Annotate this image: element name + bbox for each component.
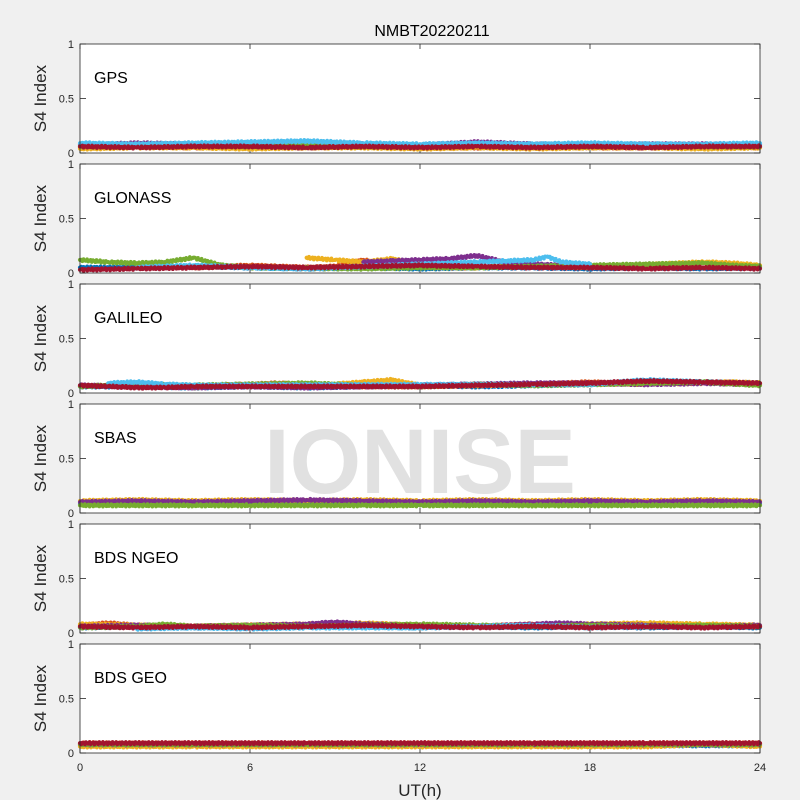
figure-title: NMBT20220211 — [374, 23, 489, 40]
y-tick-label: 1 — [68, 159, 74, 171]
axes-background — [80, 44, 760, 153]
y-tick-label: 1 — [68, 39, 74, 51]
panel-gps: 0 0.5 1 GPS S4 Index — [31, 39, 763, 160]
y-tick-label: 0.5 — [59, 94, 74, 106]
panel-label: GPS — [94, 70, 128, 87]
axes-background — [80, 164, 760, 273]
y-axis-label: S4 Index — [31, 64, 50, 132]
y-tick-label: 0.5 — [59, 214, 74, 226]
y-tick-label: 0 — [68, 148, 74, 160]
